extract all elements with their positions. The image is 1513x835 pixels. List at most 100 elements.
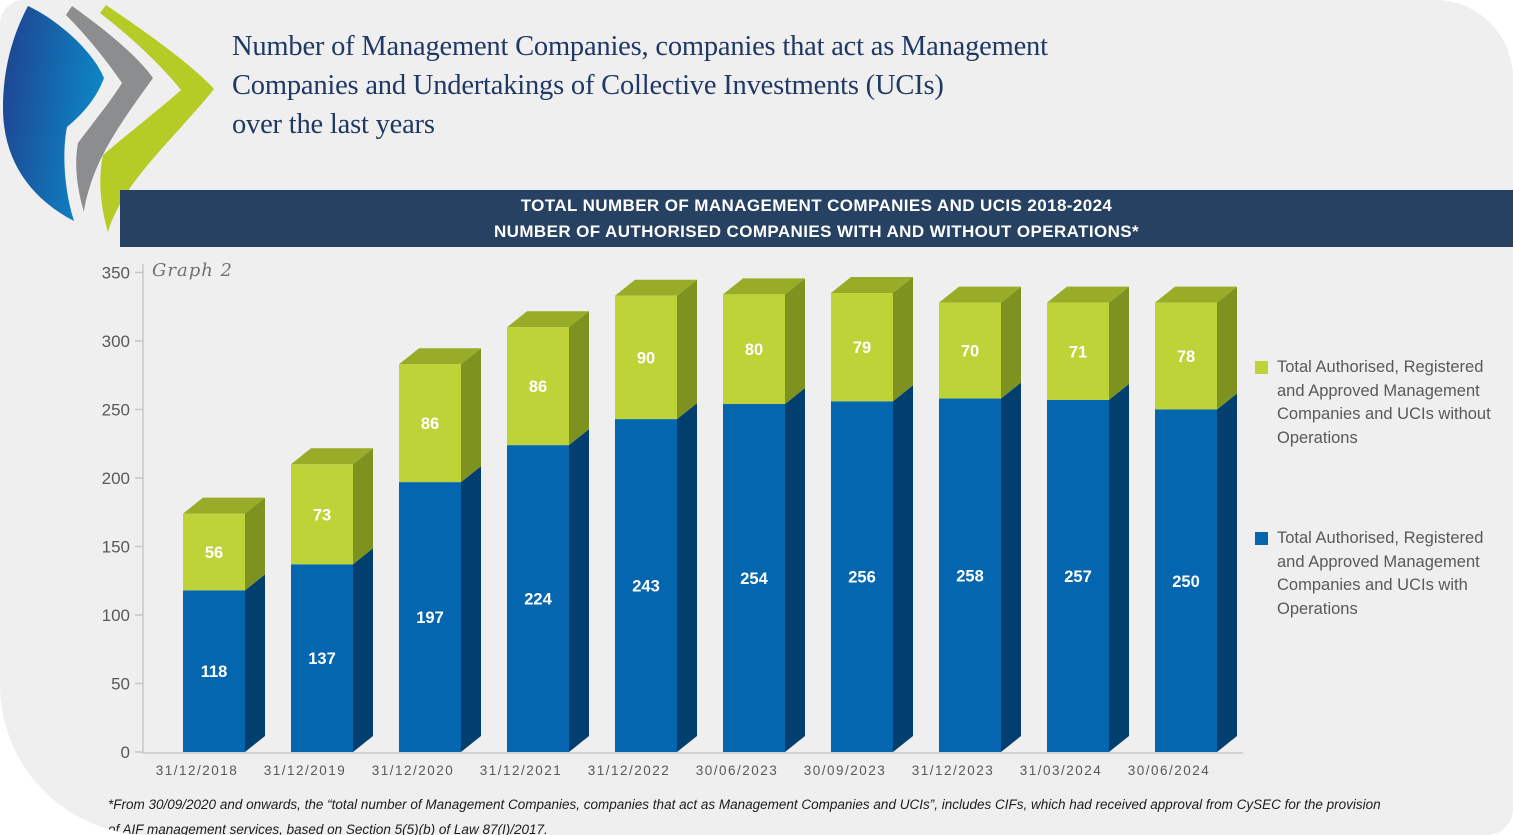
bar-side-with-operations [1001, 382, 1021, 752]
bar-group-31-12-2020: 197 86 [399, 348, 481, 752]
bar-side-without-operations [245, 497, 265, 591]
bar-segment-without-operations [1155, 302, 1217, 410]
bar-segment-with-operations [1047, 399, 1109, 752]
bar-segment-with-operations [831, 401, 893, 752]
value-label-without-operations: 71 [1069, 343, 1087, 361]
bar-side-without-operations [677, 279, 697, 420]
chart-legend: Total Authorised, Registered and Approve… [1255, 356, 1513, 621]
bar-side-with-operations [1109, 383, 1129, 752]
bar-side-without-operations [461, 348, 481, 483]
bar-segment-with-operations [291, 564, 353, 752]
logo-green-chevron [100, 5, 214, 232]
y-tick-label: 350 [102, 264, 130, 283]
bar-top-without-operations [507, 311, 589, 328]
bar-side-without-operations [1109, 286, 1129, 400]
bar-top-without-operations [723, 278, 805, 295]
bar-segment-without-operations [723, 294, 785, 405]
legend-item-with-operations: Total Authorised, Registered and Approve… [1255, 527, 1513, 621]
y-tick-label: 200 [102, 469, 130, 488]
bar-side-with-operations [245, 574, 265, 752]
bar-segment-with-operations [507, 445, 569, 752]
bar-side-without-operations [569, 311, 589, 446]
bar-top-without-operations [399, 348, 481, 365]
bar-top-without-operations [183, 497, 265, 514]
value-label-without-operations: 78 [1177, 348, 1195, 366]
bar-side-with-operations [785, 388, 805, 752]
bar-side-with-operations [569, 429, 589, 752]
chart-banner: TOTAL NUMBER OF MANAGEMENT COMPANIES AND… [120, 190, 1513, 247]
x-tick-label: 31/12/2021 [480, 763, 563, 778]
page-title-line-3: over the last years [232, 109, 435, 140]
value-label-without-operations: 86 [529, 378, 547, 396]
bar-side-without-operations [1001, 286, 1021, 399]
bar-side-without-operations [353, 448, 373, 565]
value-label-without-operations: 73 [313, 506, 331, 524]
legend-item-without-operations: Total Authorised, Registered and Approve… [1255, 356, 1513, 450]
x-tick-label: 30/06/2024 [1128, 763, 1211, 778]
bar-top-without-operations [831, 277, 913, 294]
value-label-without-operations: 79 [853, 339, 871, 357]
value-label-without-operations: 80 [745, 341, 763, 359]
bar-segment-without-operations [615, 295, 677, 420]
footnote-line-2: of AIF management services, based on Sec… [108, 822, 548, 835]
bar-top-without-operations [1155, 286, 1237, 303]
bar-group-30-09-2023: 256 79 [831, 277, 913, 752]
legend-marker-without-operations-icon [1255, 361, 1268, 374]
footnote-line-1: *From 30/09/2020 and onwards, the “total… [108, 797, 1381, 812]
y-tick-label: 0 [121, 743, 130, 762]
bar-segment-with-operations [723, 404, 785, 752]
value-label-without-operations: 90 [637, 349, 655, 367]
value-label-without-operations: 70 [961, 343, 979, 361]
value-label-with-operations: 250 [1172, 573, 1200, 591]
x-tick-label: 31/12/2023 [912, 763, 995, 778]
value-label-with-operations: 137 [308, 650, 336, 668]
value-label-without-operations: 86 [421, 415, 439, 433]
y-tick-label: 50 [111, 675, 130, 694]
value-label-with-operations: 118 [201, 663, 228, 681]
bar-side-with-operations [677, 403, 697, 752]
y-tick-label: 300 [102, 332, 130, 351]
bar-group-31-03-2024: 257 71 [1047, 286, 1129, 752]
logo-blue-leaf [3, 6, 104, 221]
x-tick-label: 31/12/2019 [264, 763, 347, 778]
bar-group-31-12-2018: 118 56 [183, 497, 265, 752]
value-label-with-operations: 258 [956, 567, 984, 585]
bar-segment-with-operations [939, 398, 1001, 752]
bar-segment-without-operations [399, 364, 461, 483]
chart-title-line-2: NUMBER OF AUTHORISED COMPANIES WITH AND … [493, 221, 1140, 241]
value-label-with-operations: 257 [1064, 568, 1092, 586]
bar-group-31-12-2021: 224 86 [507, 311, 589, 752]
page-title-line-1: Number of Management Companies, companie… [232, 31, 1048, 62]
chart-title-line-1: TOTAL NUMBER OF MANAGEMENT COMPANIES AND… [520, 195, 1113, 215]
bar-side-without-operations [893, 277, 913, 402]
bar-group-30-06-2023: 254 80 [723, 278, 805, 752]
bar-side-without-operations [1217, 286, 1237, 410]
bar-segment-without-operations [291, 464, 353, 565]
bar-segment-with-operations [183, 590, 245, 752]
bar-segment-with-operations [1155, 409, 1217, 752]
x-tick-label: 31/12/2022 [588, 763, 671, 778]
bar-top-without-operations [939, 286, 1021, 303]
chart-footnote: *From 30/09/2020 and onwards, the “total… [108, 792, 1493, 835]
bar-group-31-12-2019: 137 73 [291, 448, 373, 752]
x-tick-label: 31/03/2024 [1020, 763, 1103, 778]
x-tick-label: 30/09/2023 [804, 763, 887, 778]
bar-segment-without-operations [507, 327, 569, 446]
value-label-with-operations: 197 [416, 609, 444, 627]
value-label-with-operations: 254 [740, 570, 768, 588]
value-label-with-operations: 224 [524, 591, 552, 609]
bar-side-with-operations [1217, 393, 1237, 752]
bar-segment-with-operations [615, 419, 677, 752]
y-tick-label: 150 [102, 538, 130, 557]
x-tick-label: 30/06/2023 [696, 763, 779, 778]
page-title-line-2: Companies and Undertakings of Collective… [232, 70, 944, 101]
bar-segment-with-operations [399, 482, 461, 752]
y-tick-label: 100 [102, 606, 130, 625]
value-label-without-operations: 56 [205, 544, 223, 562]
bar-group-31-12-2023: 258 70 [939, 286, 1021, 752]
bar-side-without-operations [785, 278, 805, 405]
legend-marker-with-operations-icon [1255, 532, 1268, 545]
bar-side-with-operations [461, 466, 481, 752]
